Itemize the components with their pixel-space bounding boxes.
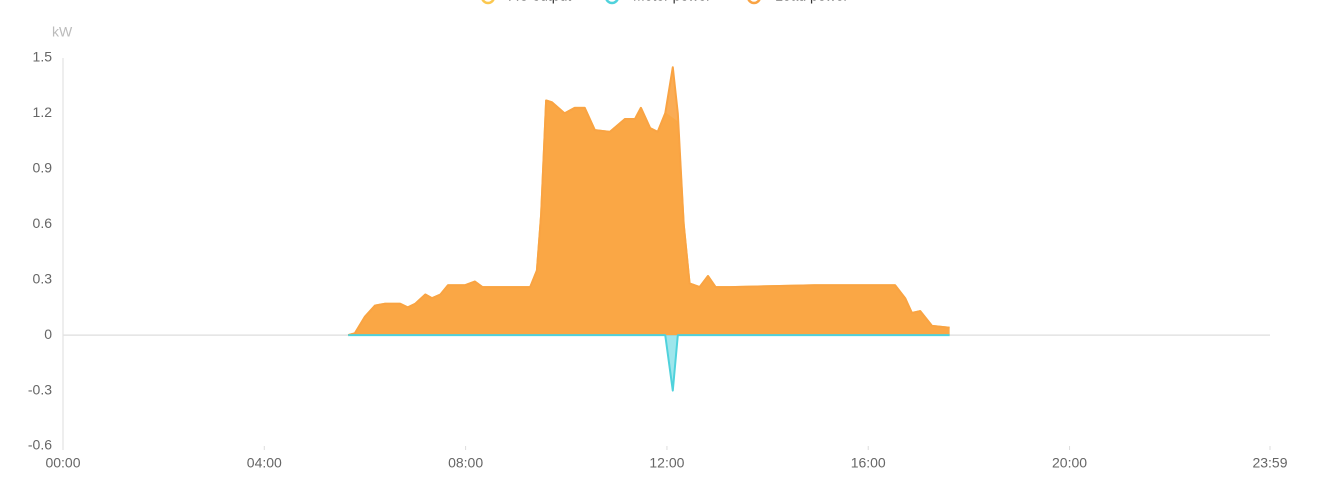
area-fill	[348, 335, 950, 391]
y-tick-label: -0.6	[28, 437, 52, 453]
x-tick-label: 16:00	[851, 455, 886, 471]
y-tick-label: 0.9	[33, 160, 53, 176]
y-tick-label: 0.3	[33, 270, 53, 286]
x-tick-label: 23:59	[1252, 455, 1287, 471]
area-fill	[348, 67, 950, 336]
x-tick-label: 12:00	[649, 455, 684, 471]
legend-swatch	[605, 0, 619, 5]
legend-label: Meter power	[633, 0, 711, 4]
y-tick-label: 1.2	[33, 104, 53, 120]
legend-item: AC output	[481, 0, 571, 5]
y-tick-label: 1.5	[33, 49, 53, 65]
y-tick-label: 0.6	[33, 215, 53, 231]
x-tick-label: 04:00	[247, 455, 282, 471]
legend-label: Load power	[775, 0, 849, 4]
area-line	[348, 334, 950, 392]
x-tick-label: 20:00	[1052, 455, 1087, 471]
y-axis-unit: kW	[52, 24, 73, 40]
legend-item: Meter power	[605, 0, 711, 5]
legend-swatch	[747, 0, 761, 5]
legend-item: Load power	[747, 0, 849, 5]
y-tick-label: 0	[44, 326, 52, 342]
legend-swatch	[481, 0, 495, 5]
legend-label: AC output	[509, 0, 571, 4]
x-tick-label: 00:00	[45, 455, 80, 471]
area-line	[347, 66, 950, 337]
x-tick-label: 08:00	[448, 455, 483, 471]
y-tick-label: -0.3	[28, 381, 52, 397]
